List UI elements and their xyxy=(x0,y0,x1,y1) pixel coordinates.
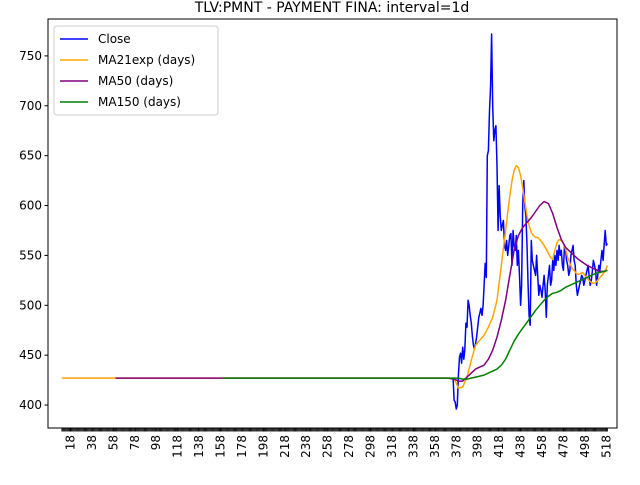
x-tick-label: 258 xyxy=(321,435,335,458)
y-tick-label: 750 xyxy=(19,49,42,63)
x-tick-label: 478 xyxy=(556,435,570,458)
y-tick-label: 450 xyxy=(19,348,42,362)
axes-frame xyxy=(47,18,618,429)
x-tick-label: 158 xyxy=(214,435,228,458)
x-tick-label: 18 xyxy=(64,435,78,450)
axes: 18 38 58 78 98 118 138 158 178 198 218 238 258 278 298… xyxy=(19,18,618,458)
legend-label-close: Close xyxy=(98,32,131,46)
x-tick-label: 38 xyxy=(85,435,99,450)
x-tick-label: 218 xyxy=(278,435,292,458)
y-tick-label: 600 xyxy=(19,199,42,213)
x-tick-label: 418 xyxy=(492,435,506,458)
legend-box xyxy=(53,25,219,116)
y-tick-label: 700 xyxy=(19,99,42,113)
x-tick-label: 118 xyxy=(171,435,185,458)
x-tick-label: 438 xyxy=(514,435,528,458)
x-tick-label: 458 xyxy=(535,435,549,458)
plot-area xyxy=(61,33,609,410)
x-tick-label: 298 xyxy=(364,435,378,458)
x-tick-label: 278 xyxy=(342,435,356,458)
legend-label-ma50: MA50 (days) xyxy=(98,74,173,88)
x-tick-label: 318 xyxy=(385,435,399,458)
x-tick-label: 198 xyxy=(256,435,270,458)
series-line-ma21 xyxy=(61,164,609,389)
y-tick-label: 500 xyxy=(19,298,42,312)
x-tick-label: 518 xyxy=(599,435,613,458)
x-tick-label: 378 xyxy=(449,435,463,458)
x-tick-label: 338 xyxy=(406,435,420,458)
x-tick-label: 498 xyxy=(578,435,592,458)
legend-label-ma150: MA150 (days) xyxy=(98,95,181,109)
chart-title: TLV:PMNT - PAYMENT FINA: interval=1d xyxy=(194,0,470,16)
x-tick-label: 58 xyxy=(106,435,120,450)
x-tick-label: 358 xyxy=(428,435,442,458)
y-tick-label: 550 xyxy=(19,248,42,262)
x-tick-label: 138 xyxy=(192,435,206,458)
y-tick-label: 650 xyxy=(19,149,42,163)
x-tick-label: 238 xyxy=(299,435,313,458)
legend-label-ma21: MA21exp (days) xyxy=(98,53,195,67)
series-line-ma150 xyxy=(222,269,608,380)
legend: Close MA21exp (days) MA50 (days) MA150 (day… xyxy=(53,25,219,116)
x-tick-label: 78 xyxy=(128,435,142,450)
x-tick-label: 398 xyxy=(471,435,485,458)
x-tick-label: 178 xyxy=(235,435,249,458)
y-tick-label: 400 xyxy=(19,398,42,412)
x-tick-label: 98 xyxy=(149,435,163,450)
series-line-close xyxy=(452,33,609,410)
